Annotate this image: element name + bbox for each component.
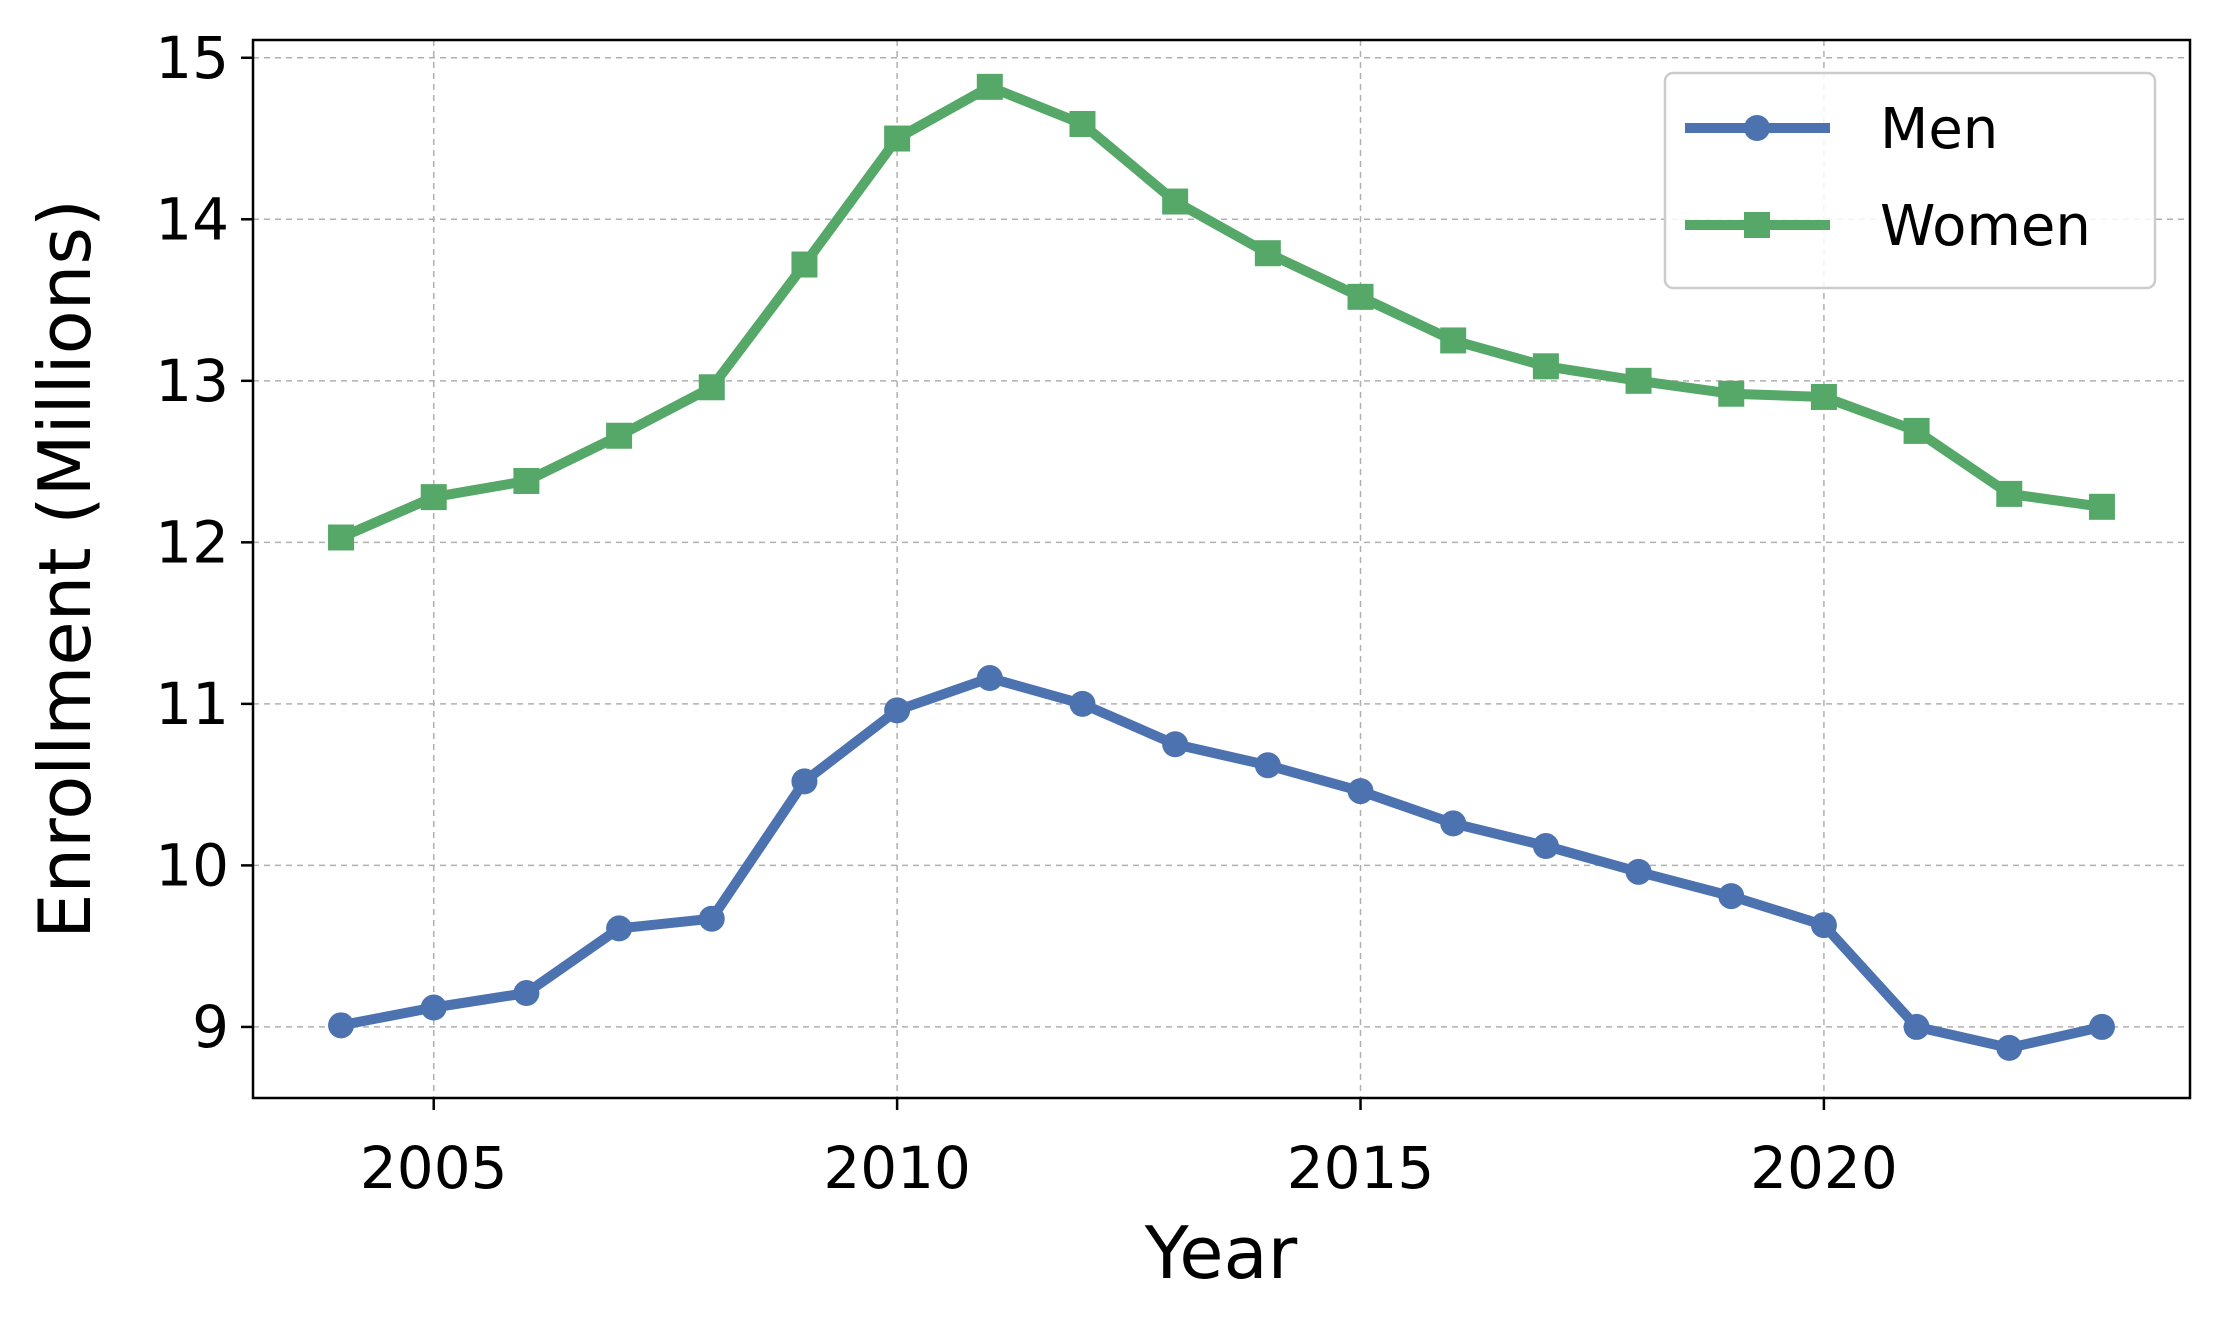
point-men-2005 xyxy=(420,994,447,1021)
x-tick-label-2015: 2015 xyxy=(1287,1134,1435,1202)
legend-marker-men xyxy=(1744,115,1770,141)
point-men-2018 xyxy=(1625,858,1652,885)
x-axis-title: Year xyxy=(1144,1211,1298,1295)
legend: Men Women xyxy=(1663,71,2157,290)
point-women-2023 xyxy=(2088,493,2115,520)
point-women-2012 xyxy=(1069,110,1096,137)
point-women-2014 xyxy=(1254,240,1281,267)
point-women-2005 xyxy=(420,484,447,511)
point-men-2004 xyxy=(328,1012,355,1039)
y-tick-label-12: 12 xyxy=(155,508,229,576)
point-men-2011 xyxy=(976,665,1003,692)
point-men-2008 xyxy=(698,905,725,932)
point-women-2022 xyxy=(1996,480,2023,507)
point-women-2009 xyxy=(791,251,818,278)
point-men-2013 xyxy=(1162,731,1189,758)
point-women-2004 xyxy=(328,524,355,551)
series-line-men xyxy=(336,673,2107,1053)
point-men-2020 xyxy=(1810,912,1837,939)
series-lines xyxy=(328,73,2115,1061)
series-men xyxy=(328,665,2115,1061)
point-women-2017 xyxy=(1532,353,1559,380)
point-women-2011 xyxy=(976,73,1003,100)
point-men-2012 xyxy=(1069,690,1096,717)
point-men-2006 xyxy=(513,980,540,1007)
point-women-2016 xyxy=(1440,327,1467,354)
x-tick-label-2010: 2010 xyxy=(823,1134,971,1202)
point-women-2006 xyxy=(513,467,540,494)
point-women-2010 xyxy=(884,125,911,152)
point-women-2015 xyxy=(1347,283,1374,310)
point-men-2021 xyxy=(1903,1013,1930,1040)
y-tick-label-15: 15 xyxy=(155,24,229,92)
point-men-2010 xyxy=(884,697,911,724)
point-men-2015 xyxy=(1347,778,1374,805)
point-women-2021 xyxy=(1903,417,1930,444)
point-men-2019 xyxy=(1718,883,1745,910)
point-women-2013 xyxy=(1162,188,1189,215)
point-men-2016 xyxy=(1440,810,1467,837)
y-axis-title: Enrollment (Millions) xyxy=(23,199,107,939)
axis-ticks: 2005 2010 2015 2020 9 10 11 12 13 14 15 xyxy=(155,24,1898,1202)
point-women-2008 xyxy=(698,374,725,401)
y-tick-label-13: 13 xyxy=(155,347,229,415)
point-men-2009 xyxy=(791,768,818,795)
legend-marker-women xyxy=(1744,212,1770,238)
legend-label-men: Men xyxy=(1880,97,1998,162)
y-tick-label-9: 9 xyxy=(192,993,229,1061)
plot-frame xyxy=(251,38,2192,1100)
point-men-2017 xyxy=(1532,833,1559,860)
legend-label-women: Women xyxy=(1880,194,2091,259)
point-men-2014 xyxy=(1254,752,1281,779)
y-tick-label-14: 14 xyxy=(155,185,229,253)
series-women xyxy=(328,73,2115,551)
point-men-2023 xyxy=(2088,1013,2115,1040)
y-tick-label-11: 11 xyxy=(155,670,229,738)
series-line-women xyxy=(336,81,2107,543)
point-women-2007 xyxy=(606,422,633,449)
point-women-2020 xyxy=(1810,383,1837,410)
y-tick-label-10: 10 xyxy=(155,831,229,899)
x-tick-label-2020: 2020 xyxy=(1750,1134,1898,1202)
point-women-2019 xyxy=(1718,380,1745,407)
point-women-2018 xyxy=(1625,367,1652,394)
x-tick-label-2005: 2005 xyxy=(360,1134,508,1202)
point-men-2022 xyxy=(1996,1034,2023,1061)
point-men-2007 xyxy=(606,915,633,942)
grid-lines xyxy=(253,40,2190,1098)
